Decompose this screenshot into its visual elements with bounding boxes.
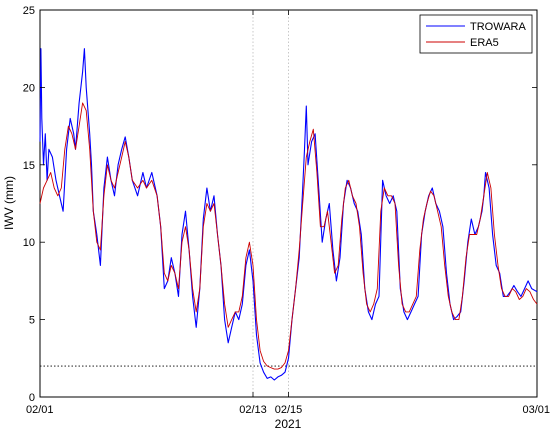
x-tick-label: 02/15	[275, 404, 303, 416]
legend-label-era5: ERA5	[470, 37, 499, 49]
y-tick-label: 15	[23, 160, 35, 172]
legend-box	[419, 14, 533, 54]
y-tick-label: 20	[23, 82, 35, 94]
series-line-era5	[39, 102, 538, 370]
x-tick-label: 03/01	[522, 404, 550, 416]
x-tick-label: 02/13	[239, 404, 267, 416]
legend: TROWARA ERA5	[419, 14, 533, 54]
y-tick-label: 5	[29, 315, 35, 327]
series-layer	[39, 48, 538, 381]
legend-label-trowara: TROWARA	[470, 21, 526, 33]
y-tick-label: 0	[29, 392, 35, 404]
series-line-trowara	[39, 48, 538, 381]
x-axis-ticks: 02/01 02/13 02/15 03/01	[26, 10, 550, 416]
y-axis-ticks: 0 5 10 15 20 25	[23, 5, 537, 404]
vertical-markers	[252, 10, 289, 397]
y-tick-label: 10	[23, 237, 35, 249]
y-tick-label: 25	[23, 5, 35, 17]
x-axis-label: 2021	[275, 417, 302, 431]
y-axis-label: IWV (mm)	[2, 176, 16, 230]
x-tick-label: 02/01	[26, 404, 54, 416]
